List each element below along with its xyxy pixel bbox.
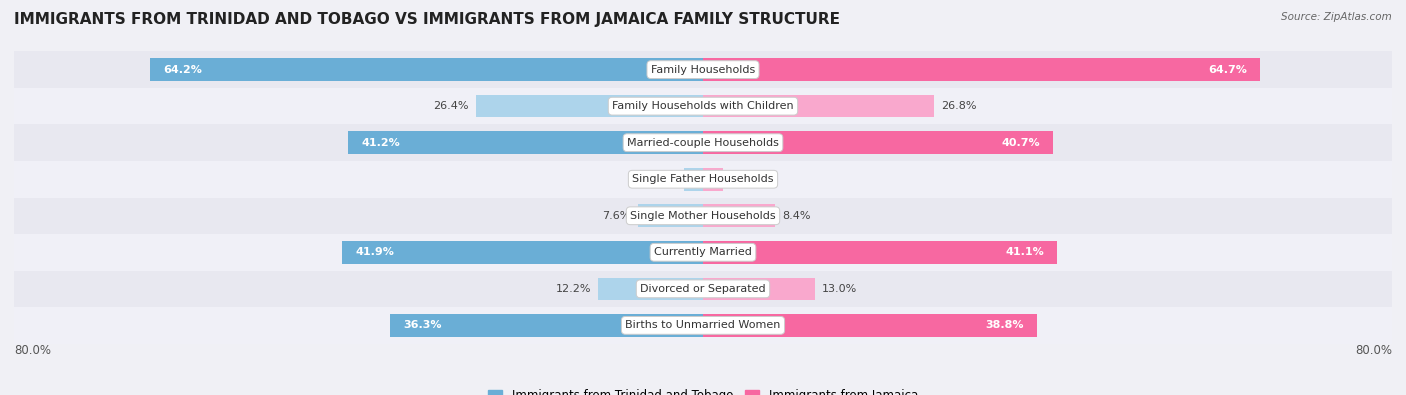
Text: 80.0%: 80.0% <box>1355 344 1392 357</box>
Bar <box>349 132 703 154</box>
Bar <box>14 88 1392 124</box>
Text: Source: ZipAtlas.com: Source: ZipAtlas.com <box>1281 12 1392 22</box>
Bar <box>14 307 1392 344</box>
Text: 38.8%: 38.8% <box>986 320 1024 330</box>
Bar <box>391 314 703 337</box>
Bar <box>14 51 1392 88</box>
Bar <box>14 161 1392 198</box>
Text: 64.2%: 64.2% <box>163 65 202 75</box>
Bar <box>342 241 703 263</box>
Text: 64.7%: 64.7% <box>1208 65 1247 75</box>
Bar <box>685 168 703 190</box>
Text: Single Father Households: Single Father Households <box>633 174 773 184</box>
Text: Currently Married: Currently Married <box>654 247 752 257</box>
Bar <box>637 205 703 227</box>
Bar <box>703 314 1038 337</box>
Text: Divorced or Separated: Divorced or Separated <box>640 284 766 294</box>
Text: 26.8%: 26.8% <box>941 101 976 111</box>
Text: 80.0%: 80.0% <box>14 344 51 357</box>
Text: Family Households with Children: Family Households with Children <box>612 101 794 111</box>
Bar <box>14 271 1392 307</box>
Bar <box>703 241 1057 263</box>
Text: IMMIGRANTS FROM TRINIDAD AND TOBAGO VS IMMIGRANTS FROM JAMAICA FAMILY STRUCTURE: IMMIGRANTS FROM TRINIDAD AND TOBAGO VS I… <box>14 12 839 27</box>
Text: 41.9%: 41.9% <box>356 247 394 257</box>
Text: 36.3%: 36.3% <box>404 320 441 330</box>
Text: 40.7%: 40.7% <box>1002 138 1040 148</box>
Bar <box>703 168 723 190</box>
Text: 2.2%: 2.2% <box>648 174 678 184</box>
Bar <box>703 278 815 300</box>
Text: 7.6%: 7.6% <box>602 211 631 221</box>
Legend: Immigrants from Trinidad and Tobago, Immigrants from Jamaica: Immigrants from Trinidad and Tobago, Imm… <box>488 389 918 395</box>
Text: 2.3%: 2.3% <box>730 174 758 184</box>
Bar <box>703 132 1053 154</box>
Text: Married-couple Households: Married-couple Households <box>627 138 779 148</box>
Bar <box>703 205 775 227</box>
Bar <box>14 198 1392 234</box>
Bar <box>150 58 703 81</box>
Text: 41.1%: 41.1% <box>1005 247 1045 257</box>
Bar <box>703 95 934 117</box>
Bar <box>598 278 703 300</box>
Bar <box>475 95 703 117</box>
Text: 8.4%: 8.4% <box>782 211 811 221</box>
Text: 12.2%: 12.2% <box>555 284 591 294</box>
Bar <box>14 124 1392 161</box>
Bar <box>703 58 1260 81</box>
Text: 13.0%: 13.0% <box>823 284 858 294</box>
Text: Single Mother Households: Single Mother Households <box>630 211 776 221</box>
Text: 41.2%: 41.2% <box>361 138 399 148</box>
Bar <box>14 234 1392 271</box>
Text: Family Households: Family Households <box>651 65 755 75</box>
Text: 26.4%: 26.4% <box>433 101 468 111</box>
Text: Births to Unmarried Women: Births to Unmarried Women <box>626 320 780 330</box>
